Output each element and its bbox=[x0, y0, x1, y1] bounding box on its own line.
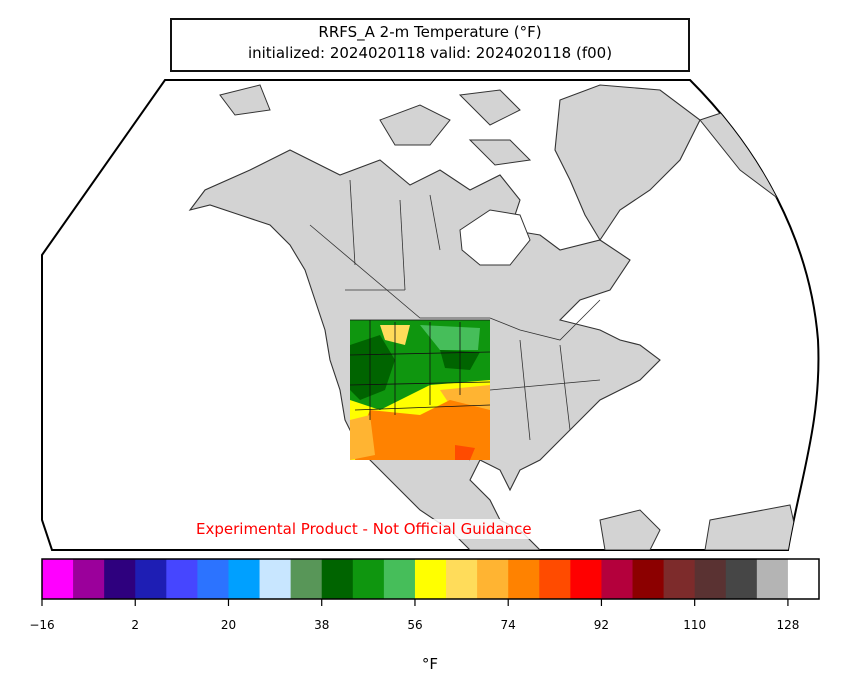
arctic-islands bbox=[219, 84, 532, 166]
colorbar-cell bbox=[259, 559, 292, 599]
colorbar-cell bbox=[352, 559, 385, 599]
colorbar-cell bbox=[104, 559, 136, 599]
map-projection bbox=[41, 79, 820, 551]
colorbar-ticks: −16 2 20 38 56 74 92 110 128 bbox=[29, 599, 799, 632]
colorbar-tick-label: 20 bbox=[221, 618, 236, 632]
colorbar-cell bbox=[694, 559, 727, 599]
colorbar-cell bbox=[601, 559, 634, 599]
colorbar-cells bbox=[42, 559, 820, 599]
hudson-bay bbox=[459, 209, 531, 266]
colorbar-frame bbox=[41, 558, 820, 600]
colorbar-cell bbox=[228, 559, 261, 599]
colorbar-tick-label: 74 bbox=[501, 618, 516, 632]
colorbar-cell bbox=[135, 559, 167, 599]
colorbar-cell bbox=[73, 559, 105, 599]
colorbar-cell bbox=[290, 559, 323, 599]
temperature-field bbox=[350, 320, 490, 460]
map-title-line2: initialized: 2024020118 valid: 202402011… bbox=[247, 44, 613, 62]
map-title-line1: RRFS_A 2-m Temperature (°F) bbox=[318, 23, 542, 41]
colorbar-cell bbox=[166, 559, 198, 599]
colorbar-cell bbox=[632, 559, 665, 599]
map-title-box: RRFS_A 2-m Temperature (°F) initialized:… bbox=[170, 18, 690, 72]
colorbar-unit-label: °F bbox=[422, 655, 438, 673]
colorbar-tick-label: 92 bbox=[594, 618, 609, 632]
colorbar-tick-label: 128 bbox=[776, 618, 799, 632]
colorbar-cell bbox=[414, 559, 447, 599]
colorbar-tick-label: 2 bbox=[131, 618, 139, 632]
colorbar-cell bbox=[383, 559, 416, 599]
greenland-landmass bbox=[554, 84, 701, 242]
colorbar-cell bbox=[197, 559, 229, 599]
map-canvas bbox=[41, 79, 820, 551]
colorbar-cell bbox=[787, 559, 820, 599]
colorbar-cell bbox=[725, 559, 758, 599]
experimental-watermark: Experimental Product - Not Official Guid… bbox=[190, 519, 538, 539]
colorbar-tick-label: 56 bbox=[407, 618, 422, 632]
colorbar-cell bbox=[42, 559, 74, 599]
colorbar-tick-label: 110 bbox=[683, 618, 706, 632]
colorbar-cell bbox=[539, 559, 571, 599]
south-america-edge bbox=[599, 509, 661, 550]
colorbar-cell bbox=[756, 559, 789, 599]
colorbar-tick-label: 38 bbox=[314, 618, 329, 632]
colorbar-cell bbox=[663, 559, 696, 599]
colorbar-cell bbox=[570, 559, 602, 599]
colorbar-tick-label: −16 bbox=[29, 618, 54, 632]
colorbar-cell bbox=[446, 559, 478, 599]
colorbar-cell bbox=[508, 559, 540, 599]
colorbar: −16 2 20 38 56 74 92 110 128 °F bbox=[29, 558, 820, 673]
colorbar-cell bbox=[321, 559, 354, 599]
state-borders bbox=[349, 319, 491, 420]
colorbar-cell bbox=[477, 559, 509, 599]
